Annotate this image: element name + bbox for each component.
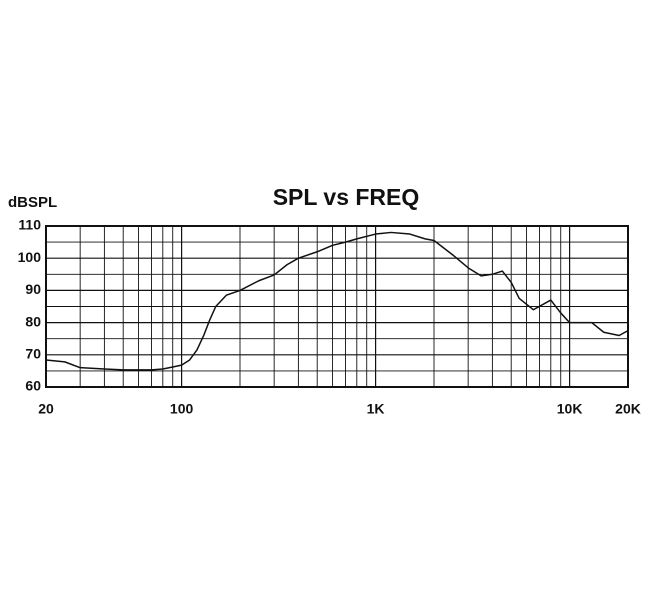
response-curve — [45, 231, 629, 371]
x-tick-label: 20K — [615, 401, 641, 417]
x-tick-label: 100 — [170, 401, 194, 417]
x-tick-label: 10K — [557, 401, 583, 417]
y-tick-label: 90 — [25, 281, 41, 297]
y-tick-label: 70 — [25, 346, 41, 362]
y-tick-label: 80 — [25, 313, 41, 329]
y-axis-label: dBSPL — [8, 194, 57, 211]
x-tick-label: 20 — [38, 401, 54, 417]
x-tick-label: 1K — [367, 401, 385, 417]
chart-title: SPL vs FREQ — [273, 184, 420, 210]
y-tick-label: 110 — [18, 217, 41, 233]
y-tick-label: 100 — [18, 249, 42, 265]
y-tick-label: 60 — [25, 378, 41, 394]
plot-frame — [45, 225, 629, 388]
